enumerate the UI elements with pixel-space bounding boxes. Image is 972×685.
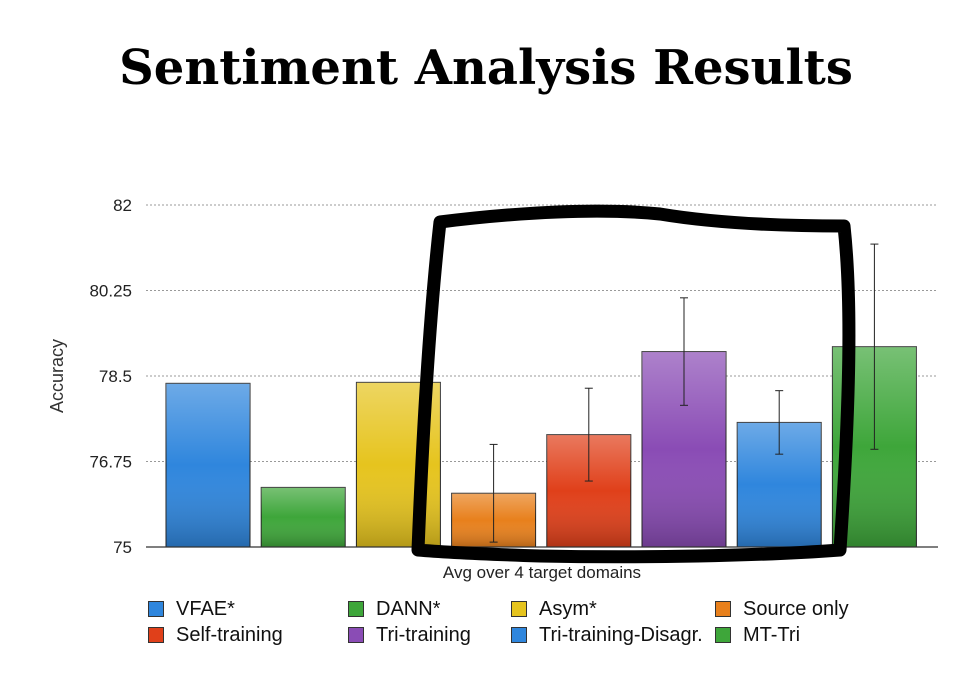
y-tick-label: 82 bbox=[113, 196, 132, 215]
y-tick-label: 75 bbox=[113, 538, 132, 557]
legend-swatch bbox=[511, 601, 527, 617]
chart-title: Sentiment Analysis Results bbox=[119, 40, 853, 96]
legend-swatch bbox=[511, 627, 527, 643]
y-tick-label: 80.25 bbox=[89, 282, 132, 301]
legend-swatch bbox=[148, 627, 164, 643]
legend-label: VFAE* bbox=[176, 597, 235, 620]
legend-label: Self-training bbox=[176, 623, 283, 646]
legend: VFAE* DANN* Asym* Source only Self-train… bbox=[148, 596, 928, 648]
legend-item-tri-training-disagr: Tri-training-Disagr. bbox=[511, 624, 715, 647]
legend-label: Asym* bbox=[539, 597, 597, 620]
y-axis-title: Accuracy bbox=[47, 339, 67, 413]
legend-row: VFAE* DANN* Asym* Source only bbox=[148, 596, 928, 622]
bars bbox=[165, 346, 917, 548]
legend-label: Source only bbox=[743, 597, 849, 620]
bar-chart: 75 76.75 78.5 80.25 82 Accuracy Avg over 4 t… bbox=[47, 196, 938, 582]
legend-item-dann: DANN* bbox=[348, 598, 511, 621]
legend-row: Self-training Tri-training Tri-training-… bbox=[148, 622, 928, 648]
legend-label: MT-Tri bbox=[743, 623, 801, 646]
y-tick-labels: 75 76.75 78.5 80.25 82 bbox=[89, 196, 132, 557]
y-tick-label: 78.5 bbox=[99, 367, 132, 386]
legend-swatch bbox=[715, 601, 731, 617]
x-category-label: Avg over 4 target domains bbox=[443, 563, 641, 582]
bar-shading bbox=[166, 383, 250, 547]
legend-item-vfae: VFAE* bbox=[148, 598, 348, 621]
bar-shading bbox=[261, 487, 346, 547]
legend-item-self-training: Self-training bbox=[148, 624, 348, 647]
legend-item-tri-training: Tri-training bbox=[348, 624, 511, 647]
legend-swatch bbox=[348, 601, 364, 617]
legend-item-mt-tri: MT-Tri bbox=[715, 624, 800, 647]
legend-item-source-only: Source only bbox=[715, 598, 849, 621]
legend-label: Tri-training bbox=[376, 623, 471, 646]
legend-swatch bbox=[715, 627, 731, 643]
legend-swatch bbox=[148, 601, 164, 617]
legend-item-asym: Asym* bbox=[511, 598, 715, 621]
legend-label: Tri-training-Disagr. bbox=[539, 623, 703, 646]
hand-drawn-highlight-box bbox=[411, 204, 856, 564]
legend-swatch bbox=[348, 627, 364, 643]
legend-label: DANN* bbox=[376, 597, 441, 620]
error-bars bbox=[489, 243, 879, 543]
y-tick-label: 76.75 bbox=[89, 453, 132, 472]
